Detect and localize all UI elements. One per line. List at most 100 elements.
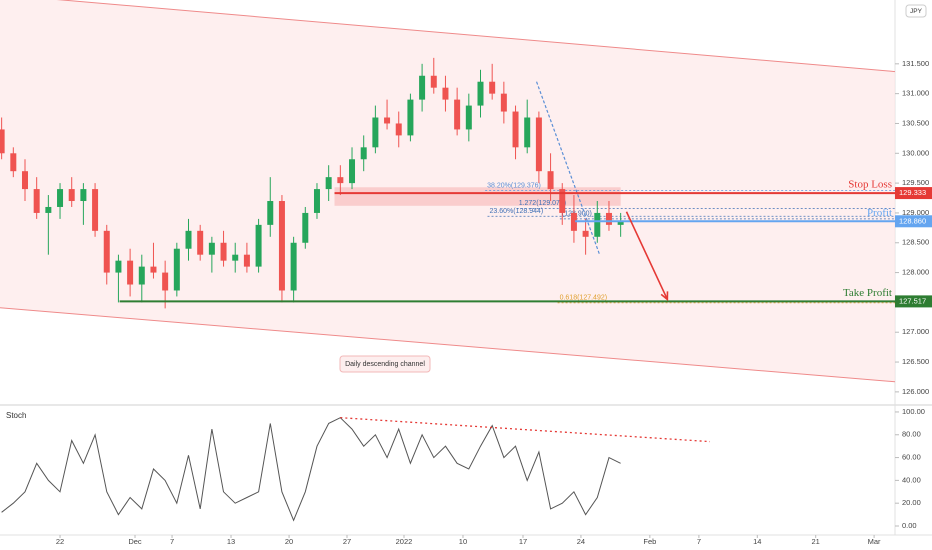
candle-body [185, 230, 192, 249]
level-label: Take Profit [843, 287, 892, 299]
y-tick-label: 127.000 [902, 327, 929, 336]
level-price-badge [895, 215, 932, 228]
currency-badge [905, 4, 927, 18]
y-tick-label: 126.000 [902, 387, 929, 396]
currency-label: JPY [910, 8, 923, 15]
candle-body [349, 159, 356, 184]
candle-body [524, 117, 531, 148]
x-tick-label: 7 [170, 537, 174, 546]
y-tick-label: 131.500 [902, 59, 929, 68]
x-tick-label: 10 [459, 537, 467, 546]
stop-zone [334, 187, 621, 206]
stoch-trendline [340, 417, 711, 443]
candle-body [278, 201, 285, 291]
fib-label: 0.618(127.492) [560, 295, 607, 302]
candle-body [559, 189, 566, 213]
level-price-badge [895, 295, 932, 308]
y-tick-label: 126.500 [902, 357, 929, 366]
candle-body [33, 189, 40, 213]
candle-body [80, 189, 87, 202]
candle-body [57, 189, 64, 207]
stoch-line [1, 417, 621, 522]
candle-body [384, 117, 391, 124]
x-tick-label: 27 [343, 537, 351, 546]
candle-body [92, 189, 99, 231]
candle-body [500, 93, 507, 112]
candle-body [103, 230, 110, 273]
candle-body [325, 177, 332, 190]
x-tick-label: 24 [577, 537, 585, 546]
candle-body [407, 99, 414, 136]
x-tick-label: 20 [285, 537, 293, 546]
candle-body [547, 171, 554, 190]
stoch-y-tick-label: 40.00 [902, 475, 921, 484]
candle-body [582, 230, 589, 237]
candle-body [162, 272, 169, 291]
candle-body [442, 87, 449, 100]
stoch-y-tick-label: 20.00 [902, 498, 921, 507]
channel-upper [56, 0, 896, 73]
candle-body [535, 117, 542, 172]
candle-body [594, 212, 601, 237]
stoch-y-tick-label: 0.00 [902, 521, 917, 530]
candle-body [454, 99, 461, 130]
level-price-label: 129.333 [899, 188, 926, 197]
candle-body [197, 230, 204, 255]
candle-body [372, 117, 379, 148]
candle-body [605, 212, 612, 225]
candle-body [127, 260, 134, 285]
candle-body [430, 75, 437, 88]
x-tick-label: Mar [868, 537, 881, 546]
level-price-label: 127.517 [899, 296, 926, 305]
candle-body [360, 147, 367, 160]
level-price-badge [895, 187, 932, 200]
candle-body [302, 212, 309, 243]
y-tick-label: 128.500 [902, 238, 929, 247]
forecast-arrow-head [660, 291, 669, 302]
candle-body [243, 254, 250, 267]
x-tick-label: 22 [56, 537, 64, 546]
candle-body [21, 171, 28, 190]
y-tick-label: 128.000 [902, 268, 929, 277]
candle-body [150, 266, 157, 273]
candle-body [512, 111, 519, 148]
fib-label: 38.20%(129.376) [487, 182, 541, 189]
forecast-arrow [625, 211, 669, 300]
level-label: Stop Loss [848, 179, 892, 191]
candle-body [10, 153, 17, 172]
candle-body [232, 254, 239, 261]
candle-body [255, 224, 262, 267]
y-tick-label: 129.500 [902, 178, 929, 187]
x-tick-label: 17 [519, 537, 527, 546]
channel-lower [0, 307, 896, 383]
candle-body [465, 105, 472, 130]
stoch-label: Stoch [6, 411, 26, 420]
candle-body [313, 189, 320, 213]
y-tick-label: 129.000 [902, 208, 929, 217]
candle-body [267, 201, 274, 225]
candle-body [419, 75, 426, 100]
annotation-box [339, 355, 431, 373]
candle-body [173, 248, 180, 291]
annotation-text: Daily descending channel [345, 361, 425, 368]
x-tick-label: 2022 [396, 537, 413, 546]
level-price-label: 128.860 [899, 216, 926, 225]
fib-swing [535, 81, 601, 255]
stoch-y-tick-label: 100.00 [902, 407, 925, 416]
candle-body [570, 212, 577, 231]
candle-body [220, 242, 227, 261]
x-tick-label: 13 [227, 537, 235, 546]
y-tick-label: 131.000 [902, 89, 929, 98]
fib-label: 1.272(129.077) [519, 200, 566, 207]
candle-body [337, 177, 344, 184]
candle-body [138, 266, 145, 285]
candle-body [489, 81, 496, 94]
candle-body [617, 221, 624, 225]
candle-body [395, 123, 402, 136]
candle-body [290, 242, 297, 291]
x-tick-label: 21 [812, 537, 820, 546]
level-label: Profit [867, 207, 892, 219]
y-tick-label: 130.000 [902, 148, 929, 157]
x-tick-label: Dec [128, 537, 142, 546]
